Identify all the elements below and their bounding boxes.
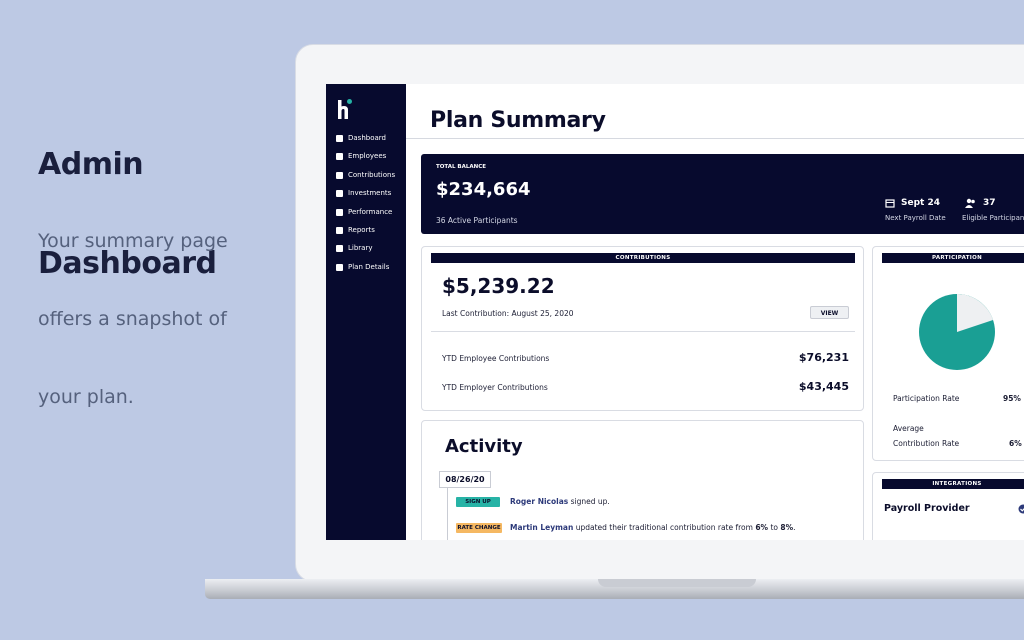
- intro-title-line: Dashboard: [38, 246, 217, 281]
- participation-pie: [919, 294, 995, 370]
- intro-title-line: Admin: [38, 147, 144, 182]
- row-label: YTD Employer Contributions: [442, 383, 548, 392]
- provider-name: Payroll Provider: [884, 503, 970, 514]
- intro-description-line: offers a snapshot of: [38, 308, 227, 330]
- nav-item[interactable]: Investments: [348, 189, 392, 198]
- last-contribution: Last Contribution: August 25, 2020: [442, 309, 574, 318]
- nav-icon: [336, 171, 343, 179]
- payroll-label: Next Payroll Date: [885, 214, 946, 222]
- nav-icon: [336, 208, 343, 216]
- rate-label: Participation Rate: [893, 394, 960, 403]
- eligible-label: Eligible Participants: [962, 214, 1024, 222]
- nav-item[interactable]: Employees: [348, 152, 387, 161]
- contribution-amount: $5,239.22: [442, 274, 555, 298]
- rate-to: 8%: [780, 523, 794, 532]
- row-label: YTD Employee Contributions: [442, 354, 550, 363]
- card-header: INTEGRATIONS: [882, 479, 1024, 489]
- contributions-card: CONTRIBUTIONS $5,239.22 Last Contributio…: [421, 246, 864, 411]
- intro-description-line: Your summary page: [38, 230, 228, 252]
- row-value: $43,445: [798, 380, 849, 393]
- nav-icon: [336, 135, 343, 142]
- nav-item[interactable]: Reports: [348, 226, 375, 234]
- card-header: CONTRIBUTIONS: [431, 253, 855, 263]
- people-icon: [965, 198, 975, 208]
- laptop-notch: [598, 579, 756, 587]
- view-button[interactable]: VIEW: [810, 306, 849, 319]
- activity-title: Activity: [445, 436, 523, 457]
- nav-icon: [336, 263, 343, 271]
- badge: SIGN UP: [456, 497, 500, 507]
- nav-icon: [336, 190, 343, 198]
- user-link[interactable]: Martin Leyman: [510, 523, 574, 532]
- participation-card: PARTICIPATION Participation Rate 95% Ave…: [872, 246, 1024, 461]
- rate-value: 95%: [1003, 394, 1021, 403]
- user-link[interactable]: Roger Nicolas: [510, 497, 569, 506]
- laptop-base: [205, 579, 1024, 599]
- nav-item[interactable]: Performance: [348, 207, 393, 216]
- entry-text: signed up.: [568, 497, 610, 506]
- nav-item[interactable]: Contributions: [348, 170, 396, 179]
- participants-count: 36 Active Participants: [436, 216, 518, 225]
- rate-from: 6%: [755, 523, 769, 532]
- balance-amount: $234,664: [436, 179, 531, 200]
- divider: [406, 138, 1024, 139]
- nav-icon: [336, 153, 343, 161]
- entry-text: updated their traditional contribution r…: [573, 523, 756, 532]
- eligible-count: 37: [983, 198, 996, 208]
- balance-label: TOTAL BALANCE: [436, 164, 487, 170]
- row-value: $76,231: [798, 351, 849, 364]
- page-title: Plan Summary: [430, 108, 606, 133]
- nav-icon: [336, 245, 343, 253]
- badge: RATE CHANGE: [456, 523, 502, 533]
- nav-item[interactable]: Plan Details: [348, 262, 390, 271]
- divider: [431, 331, 855, 332]
- sidebar: Dashboard Employees Contributions Investmen…: [326, 84, 406, 540]
- balance-banner: TOTAL BALANCE $234,664 36 Active Partici…: [421, 154, 1024, 234]
- entry-text: to: [768, 523, 781, 532]
- nav-item[interactable]: Dashboard: [348, 134, 386, 142]
- entry-text: .: [793, 523, 796, 532]
- integrations-card: INTEGRATIONS Payroll Provider: [872, 472, 1024, 540]
- card-header: PARTICIPATION: [882, 253, 1024, 263]
- logo: [338, 99, 352, 119]
- avg-label: Average: [893, 424, 924, 433]
- nav-item[interactable]: Library: [348, 244, 373, 253]
- activity-date: 08/26/20: [439, 471, 491, 488]
- nav-icon: [336, 227, 343, 234]
- avg-value: 6%: [1009, 439, 1022, 448]
- timeline: [447, 488, 448, 540]
- activity-card: Activity 08/26/20 SIGN UP Roger Nicolas …: [421, 420, 864, 540]
- intro-description: Your summary page offers a snapshot of y…: [38, 176, 228, 462]
- check-icon: [1018, 504, 1024, 514]
- activity-entry: Martin Leyman updated their traditional …: [510, 523, 796, 532]
- intro-description-line: your plan.: [38, 386, 134, 408]
- payroll-date: Sept 24: [901, 198, 940, 208]
- screen: Dashboard Employees Contributions Investmen…: [326, 84, 1024, 540]
- avg-label: Contribution Rate: [893, 439, 960, 448]
- activity-entry: Roger Nicolas signed up.: [510, 497, 610, 506]
- calendar-icon: [885, 199, 895, 208]
- intro-title: Admin Dashboard: [38, 82, 217, 346]
